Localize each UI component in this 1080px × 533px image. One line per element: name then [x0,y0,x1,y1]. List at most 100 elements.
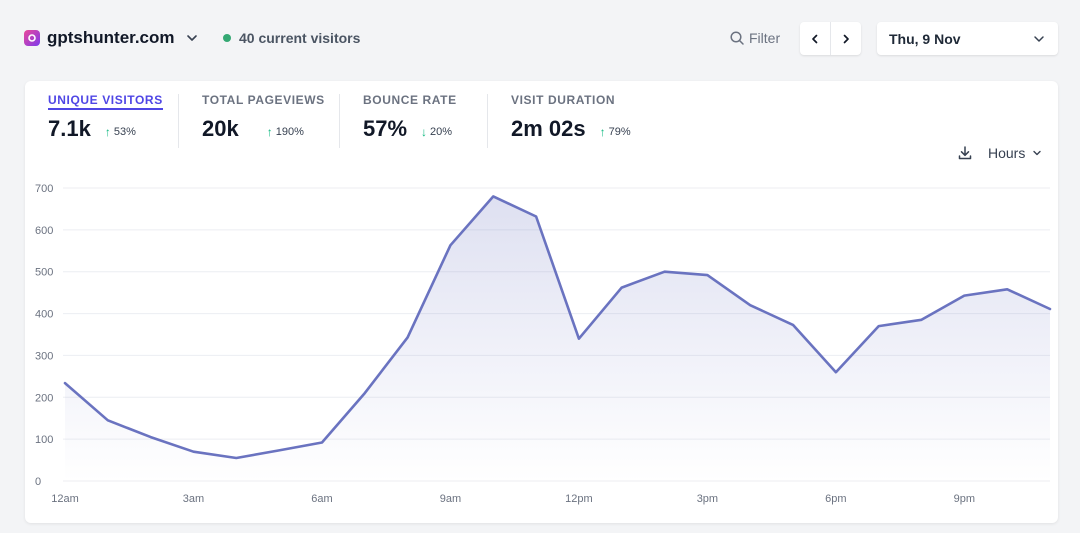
stat-label: UNIQUE VISITORS [48,93,163,110]
data-point [362,390,368,396]
data-point [619,285,625,291]
previous-period-button[interactable] [800,22,831,55]
x-tick-label: 3am [183,493,204,505]
data-point [576,336,582,342]
y-tick-label: 700 [35,183,53,195]
date-picker[interactable]: Thu, 9 Nov [877,22,1058,55]
data-point [533,213,539,219]
stat-label-text: UNIQUE VISITORS [48,93,163,110]
arrow-up-icon: ↑ [266,125,273,139]
x-tick-label: 6pm [825,493,846,505]
arrow-down-icon: ↓ [421,125,428,139]
stat-value: 57% [363,116,408,141]
data-point [662,269,668,275]
y-tick-label: 600 [35,225,53,237]
stats-card: UNIQUE VISITORS 7.1k ↑ 53% TOTAL PAGEVIEW… [25,81,1058,523]
data-point [961,293,967,299]
stat-change: ↑ 79% [600,125,631,139]
stat-change: ↓ 20% [421,125,452,139]
site-name: gptshunter.com [47,28,175,47]
stat-row: 2m 02s ↑ 79% [511,116,631,142]
chevron-right-icon [843,34,849,43]
data-point [62,380,68,386]
current-visitors[interactable]: 40 current visitors [223,30,360,46]
data-point [447,242,453,248]
arrow-up-icon: ↑ [104,125,111,139]
stat-value: 2m 02s [511,116,586,141]
data-point [1047,306,1053,312]
data-point [233,455,239,461]
stat-change: ↑ 53% [105,125,136,139]
data-point [704,272,710,278]
y-tick-label: 500 [35,267,53,279]
top-bar: gptshunter.com 40 current visitors Filte… [0,0,1080,78]
data-point [876,323,882,329]
stat-unique-visitors[interactable]: UNIQUE VISITORS 7.1k ↑ 53% [48,93,163,142]
interval-selector[interactable]: Hours [988,145,1043,161]
series-area [65,196,1050,481]
data-point [833,369,839,375]
download-button[interactable] [957,145,973,166]
chevron-down-icon [186,35,197,41]
stat-change-value: 20% [430,126,453,138]
stat-change-value: 79% [608,126,631,138]
chevron-left-icon [812,34,818,43]
x-tick-label: 9pm [954,493,975,505]
data-point [919,317,925,323]
x-tick-label: 12am [51,493,79,505]
current-visitors-label: 40 current visitors [239,30,361,46]
site-favicon-icon [24,30,40,46]
x-tick-label: 12pm [565,493,593,505]
y-tick-label: 300 [35,350,53,362]
stat-change-value: 190% [275,126,304,138]
data-point [190,449,196,455]
x-tick-label: 6am [311,493,332,505]
data-point [319,439,325,445]
y-tick-label: 400 [35,309,53,321]
stat-value: 7.1k [48,116,91,141]
data-point [276,447,282,453]
chevron-down-icon [1033,150,1042,156]
next-period-button[interactable] [831,22,861,55]
chevron-down-icon [1034,35,1044,42]
data-point [405,334,411,340]
site-switcher[interactable]: gptshunter.com [24,28,199,48]
stat-divider [178,94,179,148]
stat-value: 20k [202,116,239,141]
stat-row: 20k ↑ 190% [202,116,325,142]
period-navigation [800,22,861,55]
visitors-chart[interactable]: 0 100 200 300 400 500 600 700 12am 3am 6am 9am 12pm 3… [25,81,1058,523]
y-tick-label: 200 [35,392,53,404]
stat-divider [339,94,340,148]
stat-visit-duration[interactable]: VISIT DURATION 2m 02s ↑ 79% [511,93,631,142]
stat-bounce-rate[interactable]: BOUNCE RATE 57% ↓ 20% [363,93,457,142]
stat-change: ↑ 190% [267,125,304,139]
x-tick-label: 9am [440,493,461,505]
stat-row: 7.1k ↑ 53% [48,116,163,142]
live-indicator-icon [223,34,231,42]
stat-label: VISIT DURATION [511,93,616,107]
stat-label: TOTAL PAGEVIEWS [202,93,325,107]
stat-row: 57% ↓ 20% [363,116,457,142]
search-icon [730,31,744,45]
stat-total-pageviews[interactable]: TOTAL PAGEVIEWS 20k ↑ 190% [202,93,325,142]
interval-label: Hours [988,145,1026,161]
data-point [747,302,753,308]
stat-change-value: 53% [113,126,136,138]
data-point [490,193,496,199]
arrow-up-icon: ↑ [599,125,606,139]
series-line [63,195,1052,460]
data-point [105,417,111,423]
stat-label: BOUNCE RATE [363,93,457,107]
y-tick-label: 100 [35,434,53,446]
download-icon [958,146,972,160]
y-tick-label: 0 [35,476,41,488]
date-picker-label: Thu, 9 Nov [889,30,961,47]
stat-divider [487,94,488,148]
data-point [1004,286,1010,292]
data-point [148,434,154,440]
filter-label: Filter [749,30,781,46]
data-point [790,322,796,328]
x-tick-label: 3pm [697,493,718,505]
filter-button[interactable]: Filter [729,30,780,46]
